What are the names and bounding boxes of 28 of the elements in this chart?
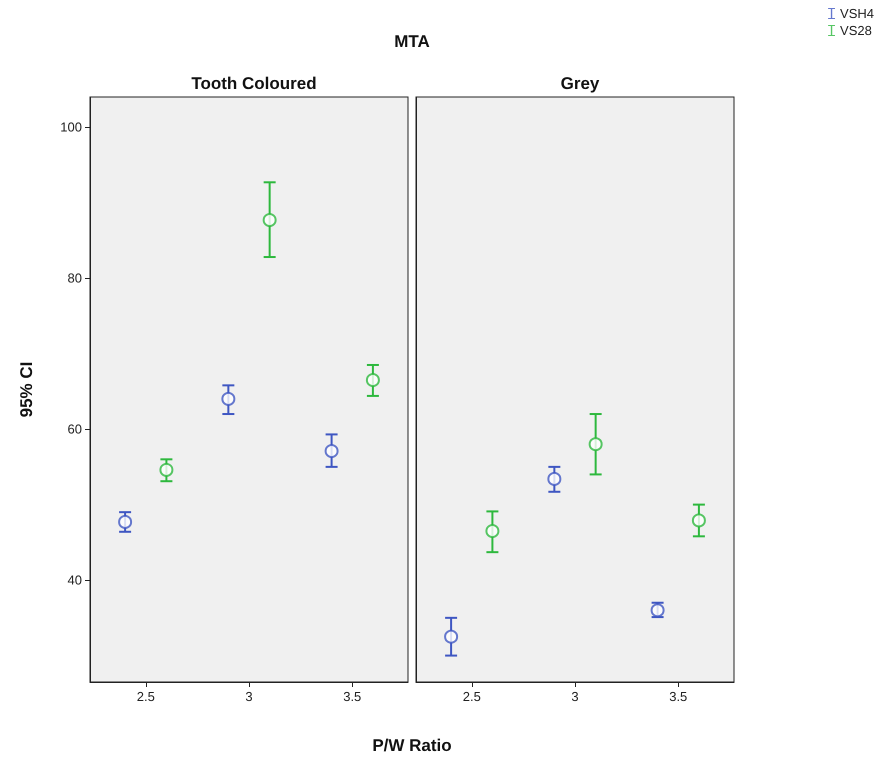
y-tick-label: 60 [68,422,82,437]
x-tick-label: 3.5 [343,689,362,704]
x-tick-label: 2.5 [462,689,481,704]
x-tick-label: 3 [245,689,253,704]
legend-label: VS28 [840,23,872,38]
y-axis-title: 95% CI [17,362,36,418]
point [588,437,603,452]
y-tick-label: 40 [68,572,82,588]
point [692,513,706,528]
point [159,462,174,477]
chart-title: Grey [560,74,600,93]
x-tick-label: 3 [571,689,579,704]
x-tick-label: 3.5 [669,689,688,704]
legend-label: VSH4 [840,6,874,21]
point [324,444,339,458]
point [547,472,562,486]
x-tick-label: 2.5 [136,689,155,704]
point [366,373,380,388]
point [485,524,500,538]
point [262,213,277,228]
text: MTA [394,32,430,52]
point [444,630,458,644]
y-tick-label: 80 [68,270,82,286]
point [118,514,132,529]
y-tick-label: 100 [60,120,82,135]
chart-title: Tooth Coloured [191,74,317,93]
point [221,392,236,406]
x-axis-title: P/W Ratio [372,736,452,756]
